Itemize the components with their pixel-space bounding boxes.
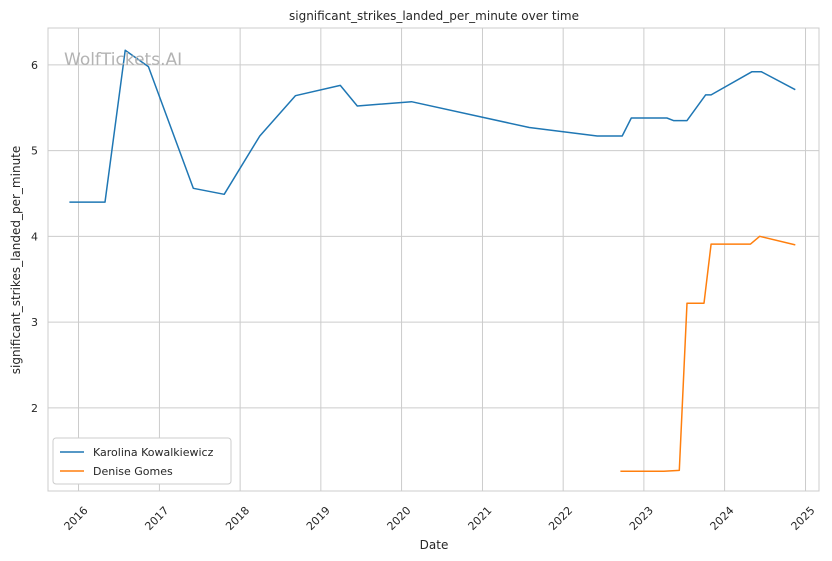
x-tick-label: 2016 <box>62 504 91 533</box>
x-tick-label: 2022 <box>546 504 575 533</box>
grid-lines <box>48 28 819 491</box>
watermark-text: WolfTickets.AI <box>64 50 182 70</box>
legend-box <box>52 437 232 485</box>
series-lines <box>69 49 796 473</box>
x-tick-label: 2018 <box>223 504 252 533</box>
series-line-1 <box>620 235 796 473</box>
plot-area <box>47 27 820 492</box>
y-tick-label: 2 <box>31 402 38 415</box>
x-tick-label: 2025 <box>789 504 818 533</box>
y-tick-label: 3 <box>31 316 38 329</box>
legend-label: Denise Gomes <box>93 465 173 478</box>
series-line-0 <box>69 49 796 203</box>
y-tick-label: 5 <box>31 145 38 158</box>
x-tick-label: 2024 <box>708 504 737 533</box>
x-tick-label: 2020 <box>385 504 414 533</box>
y-tick-label: 4 <box>31 230 38 243</box>
x-tick-label: 2017 <box>142 504 171 533</box>
y-tick-label: 6 <box>31 59 38 72</box>
x-tick-label: 2019 <box>304 504 333 533</box>
y-axis-title: significant_strikes_landed_per_minute <box>9 146 23 375</box>
x-tick-label: 2021 <box>466 504 495 533</box>
x-axis-title: Date <box>420 538 449 552</box>
legend: Karolina Kowalkiewicz Denise Gomes <box>52 437 232 485</box>
x-tick-label: 2023 <box>627 504 656 533</box>
chart-title: significant_strikes_landed_per_minute ov… <box>289 9 579 23</box>
legend-label: Karolina Kowalkiewicz <box>93 446 214 459</box>
